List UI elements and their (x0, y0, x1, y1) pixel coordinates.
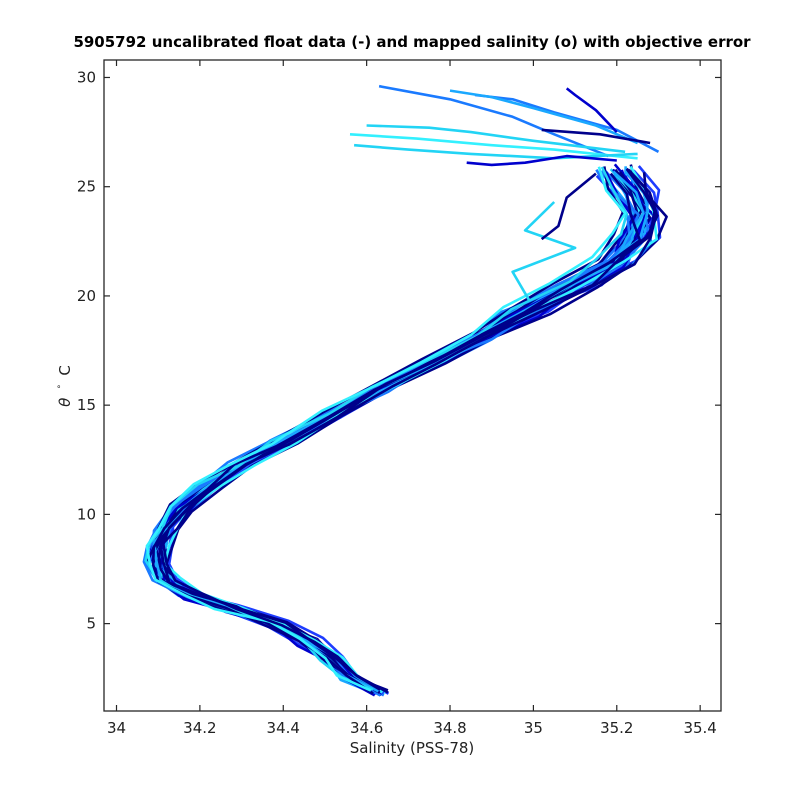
y-axis-unit: C (56, 365, 74, 375)
y-axis-symbol: θ (56, 398, 74, 407)
profile-line (152, 168, 646, 695)
x-tick-label: 34.2 (183, 719, 216, 737)
x-tick-label: 34.8 (433, 719, 466, 737)
x-tick-label: 35 (524, 719, 543, 737)
surface-tail-line (541, 128, 651, 145)
profile-line (146, 168, 639, 692)
profile-line (156, 171, 659, 697)
surface-tail-line (540, 172, 597, 241)
surface-tail-line (449, 89, 639, 145)
profile-line (145, 166, 625, 692)
profile-line (150, 171, 635, 697)
x-tick-label: 34 (107, 719, 126, 737)
surface-tail-line (474, 93, 660, 153)
surface-tail-line (378, 84, 609, 158)
surface-tail-line (349, 133, 638, 160)
x-tick-label: 35.4 (683, 719, 716, 737)
profile-line (153, 170, 650, 694)
profile-line (155, 173, 652, 697)
profile-lines (142, 84, 668, 697)
surface-tail-line (565, 87, 618, 133)
y-tick-label: 5 (86, 615, 96, 633)
x-tick-label: 34.6 (350, 719, 383, 737)
axis-ticks: 34 34.2 34.4 34.6 34.8 35 35.2 35.4 5 10 15 20 25 30 (77, 60, 721, 737)
y-tick-label: 25 (77, 178, 96, 196)
y-tick-label: 10 (77, 505, 96, 523)
profile-line (151, 172, 642, 695)
profile-line (152, 173, 644, 694)
profile-line (147, 170, 640, 694)
x-axis-label: Salinity (PSS-78) (350, 739, 475, 757)
svg-text:θ ° C: θ ° C (50, 365, 74, 407)
profile-line (162, 173, 653, 697)
profile-line (152, 169, 635, 695)
x-tick-label: 35.2 (600, 719, 633, 737)
surface-tail-line (511, 201, 577, 301)
x-tick-label: 34.4 (267, 719, 300, 737)
chart-title: 5905792 uncalibrated float data (-) and … (73, 33, 751, 51)
profile-line (142, 169, 632, 691)
plot-frame (103, 59, 722, 712)
profile-line (162, 167, 656, 694)
profile-line (145, 166, 627, 692)
y-tick-label: 15 (77, 396, 96, 414)
profile-line (151, 171, 652, 694)
surface-tail-line (366, 124, 626, 154)
profile-line (163, 165, 659, 694)
surface-tail-line (466, 154, 617, 167)
y-axis-label: θ ° C (50, 365, 74, 407)
profile-line (154, 174, 639, 694)
y-tick-label: 30 (77, 68, 96, 86)
y-tick-label: 20 (77, 287, 96, 305)
